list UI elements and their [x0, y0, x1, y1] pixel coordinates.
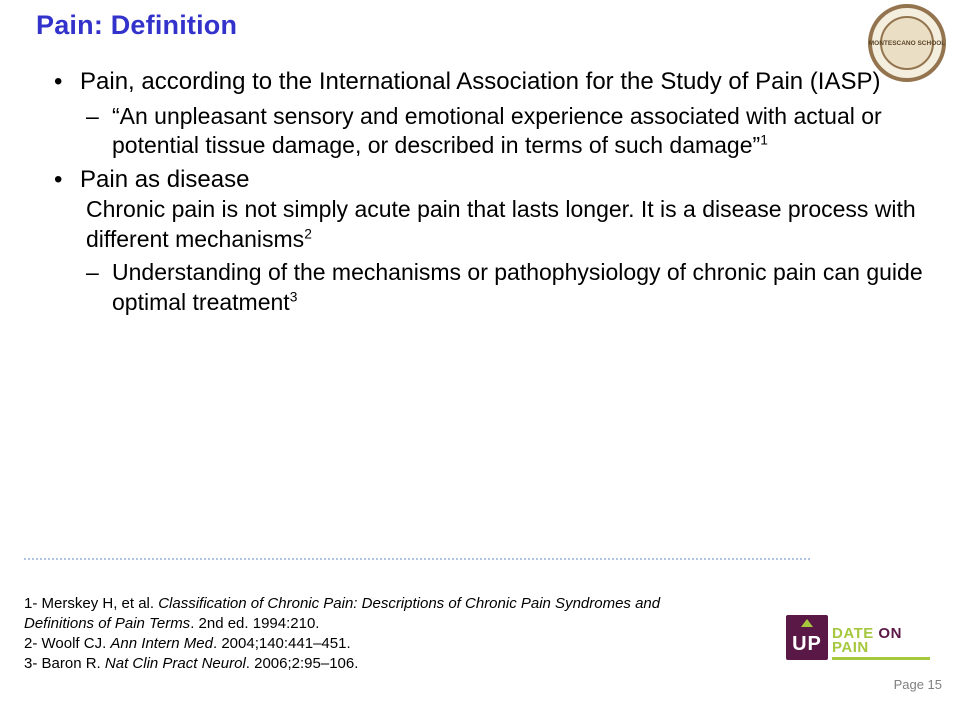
references-block: 1- Merskey H, et al. Classification of C…	[24, 594, 724, 674]
bullet-text: Pain, according to the International Ass…	[80, 68, 880, 95]
sub-intro-text: Chronic pain is not simply acute pain th…	[80, 195, 924, 254]
arrow-up-icon	[801, 619, 813, 627]
footnote-marker: 2	[304, 226, 312, 241]
sub-bullet-text: “An unpleasant sensory and emotional exp…	[112, 103, 882, 158]
slide: MONTESCANO SCHOOL Pain: Definition Pain,…	[0, 0, 960, 702]
sub-bullet-item: Understanding of the mechanisms or patho…	[80, 258, 924, 317]
logo-brand-text: DATE ON PAIN	[832, 627, 936, 661]
bullet-item: Pain, according to the International Ass…	[54, 67, 924, 161]
reference-line: 1- Merskey H, et al. Classification of C…	[24, 594, 724, 634]
logo-underline	[832, 657, 930, 660]
reference-line: 2- Woolf CJ. Ann Intern Med. 2004;140:44…	[24, 634, 724, 654]
logo-up-text: UP	[792, 636, 822, 652]
sub-bullet-list: “An unpleasant sensory and emotional exp…	[80, 102, 924, 161]
sub-bullet-item: “An unpleasant sensory and emotional exp…	[80, 102, 924, 161]
slide-title: Pain: Definition	[36, 10, 924, 41]
update-on-pain-logo: UP DATE ON PAIN	[786, 606, 936, 660]
bullet-text: Pain as disease	[80, 166, 249, 193]
dotted-divider	[24, 558, 810, 560]
footnote-marker: 1	[760, 133, 768, 148]
page-number: Page 15	[894, 677, 942, 692]
bullet-item: Pain as disease Chronic pain is not simp…	[54, 165, 924, 317]
logo-up-box: UP	[786, 615, 828, 660]
reference-line: 3- Baron R. Nat Clin Pract Neurol. 2006;…	[24, 654, 724, 674]
sub-bullet-list: Understanding of the mechanisms or patho…	[80, 258, 924, 317]
slide-body: Pain, according to the International Ass…	[36, 67, 924, 317]
footnote-marker: 3	[290, 289, 298, 304]
bullet-list: Pain, according to the International Ass…	[54, 67, 924, 317]
sub-bullet-text: Understanding of the mechanisms or patho…	[112, 259, 923, 314]
